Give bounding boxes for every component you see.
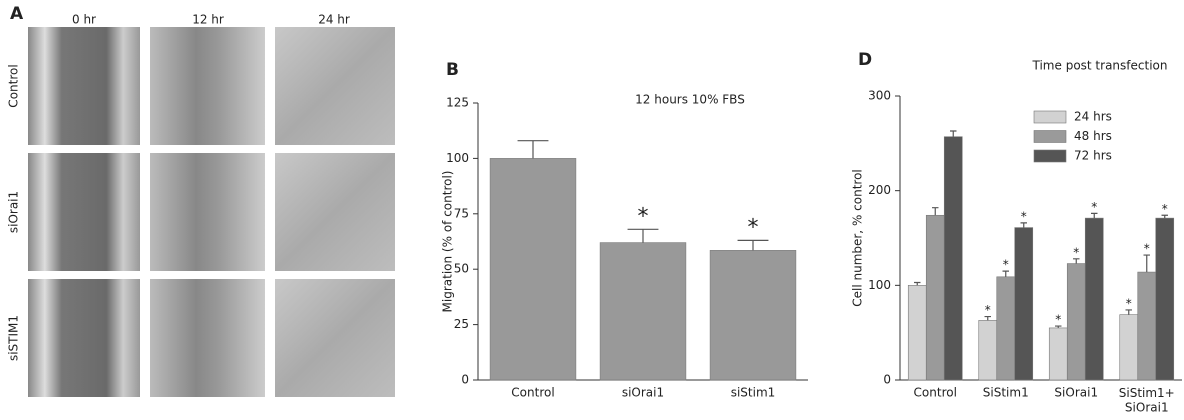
- y-tick-label: 0: [883, 373, 891, 387]
- bar: [1066, 263, 1086, 381]
- y-tick-label: 300: [868, 89, 891, 103]
- error-bar: [1091, 212, 1098, 219]
- legend-label: 72 hrs: [1074, 149, 1112, 163]
- x-tick-label: siOrai1: [622, 386, 664, 400]
- micrograph: [28, 153, 140, 271]
- error-bar: [627, 228, 659, 243]
- legend-swatch: [1033, 149, 1067, 163]
- y-tick-label: 100: [446, 151, 469, 165]
- bar: [943, 136, 963, 381]
- y-axis-label: Cell number, % control: [851, 169, 865, 307]
- y-tick-label: 100: [868, 278, 891, 292]
- bar: [996, 276, 1016, 381]
- legend-label: 48 hrs: [1074, 129, 1112, 143]
- bar: [1155, 217, 1175, 381]
- error-bar: [932, 207, 939, 216]
- significance-mark: *: [985, 303, 991, 317]
- bar: [978, 320, 998, 381]
- y-tick-label: 50: [454, 262, 469, 276]
- chart-title: Time post transfection: [1032, 59, 1168, 73]
- bar: [599, 242, 687, 381]
- significance-mark: *: [1162, 202, 1168, 216]
- micrograph: [150, 153, 265, 271]
- error-bar: [1161, 214, 1168, 219]
- panel-label: A: [10, 4, 24, 24]
- error-bar: [950, 130, 957, 137]
- column-label: 12 hr: [192, 13, 224, 27]
- panel-label: B: [446, 60, 459, 80]
- x-tick-label: Control: [511, 386, 554, 400]
- x-tick-label: SiStim1: [983, 386, 1029, 400]
- x-tick-label: Control: [914, 386, 957, 400]
- significance-mark: *: [1091, 200, 1097, 214]
- panel-a: A 0 hr 12 hr 24 hr Control siOrai1 siSTI…: [7, 4, 395, 397]
- y-tick-label: 125: [446, 96, 469, 110]
- error-bar: [1073, 258, 1080, 264]
- y-tick-label: 25: [454, 317, 469, 331]
- bar: [1137, 271, 1157, 381]
- error-bar: [1002, 270, 1009, 277]
- column-label: 24 hr: [318, 13, 350, 27]
- bar: [1048, 327, 1068, 381]
- bar: [1014, 227, 1034, 381]
- significance-mark: *: [748, 215, 759, 240]
- micrograph: [150, 279, 265, 397]
- row-label: siOrai1: [7, 191, 21, 233]
- y-axis-label: Migration (% of control): [441, 171, 455, 313]
- error-bar: [1143, 254, 1150, 273]
- bar: [1119, 314, 1139, 381]
- micrograph: [275, 153, 395, 271]
- bar: [489, 158, 577, 381]
- y-tick-label: 0: [461, 373, 469, 387]
- micrograph: [150, 27, 265, 145]
- x-tick-label: SiOrai1: [1054, 386, 1098, 400]
- bar: [907, 285, 927, 381]
- bar: [1084, 217, 1104, 381]
- x-tick-label: SiStim1+ SiOrai1: [1119, 386, 1175, 414]
- legend-swatch: [1033, 130, 1067, 143]
- legend-swatch: [1033, 110, 1067, 124]
- error-bar: [984, 315, 991, 321]
- annotation: 12 hours 10% FBS: [635, 93, 745, 107]
- y-tick-label: 75: [454, 206, 469, 220]
- significance-mark: *: [1126, 296, 1132, 310]
- bar: [925, 214, 945, 381]
- error-bar: [737, 239, 769, 251]
- micrograph: [28, 279, 140, 397]
- bar: [709, 250, 797, 381]
- column-label: 0 hr: [72, 13, 96, 27]
- micrograph: [28, 27, 140, 145]
- error-bar: [914, 281, 921, 286]
- micrograph: [275, 279, 395, 397]
- significance-mark: *: [1003, 258, 1009, 272]
- significance-mark: *: [1073, 245, 1079, 259]
- row-label: Control: [7, 64, 21, 107]
- x-tick-label: siStim1: [731, 386, 776, 400]
- significance-mark: *: [1021, 209, 1027, 223]
- error-bar: [1125, 309, 1132, 315]
- micrograph: [275, 27, 395, 145]
- significance-mark: *: [1144, 242, 1150, 256]
- y-tick-label: 200: [868, 183, 891, 197]
- error-bar: [1020, 222, 1027, 228]
- significance-mark: *: [1055, 313, 1061, 327]
- error-bar: [517, 140, 549, 159]
- error-bar: [1055, 325, 1062, 328]
- legend-label: 24 hrs: [1074, 110, 1112, 124]
- panel-label: D: [858, 50, 872, 70]
- significance-mark: *: [638, 204, 649, 229]
- row-label: siSTIM1: [7, 315, 21, 361]
